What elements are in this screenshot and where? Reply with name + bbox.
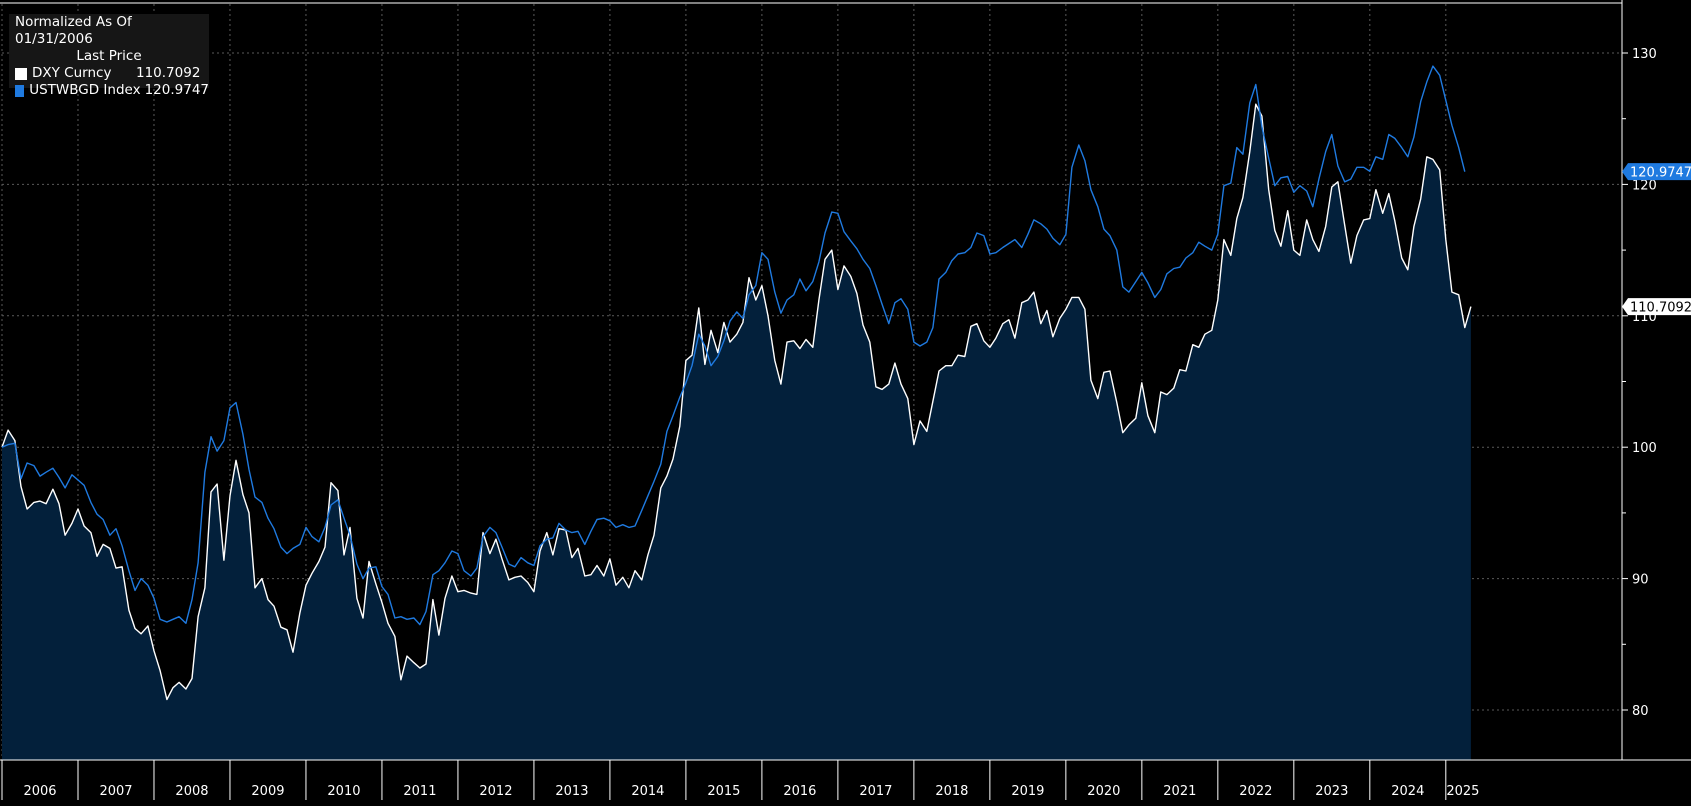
x-year-label: 2014 <box>631 784 664 799</box>
x-year-label: 2021 <box>1163 784 1196 799</box>
x-year-label: 2017 <box>859 784 892 799</box>
x-year-label: 2019 <box>1011 784 1044 799</box>
x-year-label: 2024 <box>1391 784 1424 799</box>
legend-series-value: 120.9747 <box>144 82 209 98</box>
legend-entry-ustwbgd: USTWBGD Index 120.9747 <box>9 82 209 99</box>
legend-series-name: DXY Curncy <box>32 65 112 81</box>
legend-series-name: USTWBGD Index <box>29 82 141 98</box>
y-tick-label: 100 <box>1632 441 1657 456</box>
legend-series-value: 110.7092 <box>136 65 201 81</box>
y-tick-label: 80 <box>1632 704 1649 719</box>
x-year-label: 2022 <box>1239 784 1272 799</box>
last-value-tag-label: 120.9747 <box>1630 166 1691 181</box>
x-year-label: 2007 <box>99 784 132 799</box>
x-year-label: 2020 <box>1087 784 1120 799</box>
y-tick-label: 130 <box>1632 47 1657 62</box>
legend-swatch-white <box>15 67 27 80</box>
legend-subtitle: Last Price <box>76 48 142 64</box>
x-year-label: 2011 <box>403 784 436 799</box>
x-axis-year-labels: 2006 2007 2008 2009 2010 2011 2012 2013 2014 2015… <box>23 784 1479 799</box>
x-year-label: 2013 <box>555 784 588 799</box>
x-year-label: 2012 <box>479 784 512 799</box>
y-tick-label: 120 <box>1632 178 1657 193</box>
series-area-fill <box>2 104 1471 760</box>
x-year-label: 2025 <box>1446 784 1479 799</box>
x-year-label: 2006 <box>23 784 56 799</box>
series-line-1 <box>1 65 1466 626</box>
area-layer <box>2 104 1471 760</box>
line-layer <box>1 65 1472 701</box>
x-year-label: 2010 <box>327 784 360 799</box>
last-value-tag <box>1622 298 1691 316</box>
x-year-label: 2016 <box>783 784 816 799</box>
last-value-tag-label: 110.7092 <box>1630 301 1691 316</box>
x-year-label: 2023 <box>1315 784 1348 799</box>
y-tick-label: 90 <box>1632 573 1649 588</box>
legend-entry-dxy: DXY Curncy 110.7092 <box>9 65 209 82</box>
x-year-label: 2009 <box>251 784 284 799</box>
chart-legend: Normalized As Of 01/31/2006 Last Price D… <box>9 14 209 98</box>
last-value-tag <box>1622 163 1691 181</box>
legend-swatch-blue <box>15 84 25 97</box>
x-year-label: 2015 <box>707 784 740 799</box>
x-year-label: 2008 <box>175 784 208 799</box>
x-year-label: 2018 <box>935 784 968 799</box>
legend-title: Normalized As Of 01/31/2006 <box>15 14 132 47</box>
series-line-0 <box>1 103 1472 701</box>
last-value-tags: 110.7092 120.9747 <box>1622 163 1691 316</box>
